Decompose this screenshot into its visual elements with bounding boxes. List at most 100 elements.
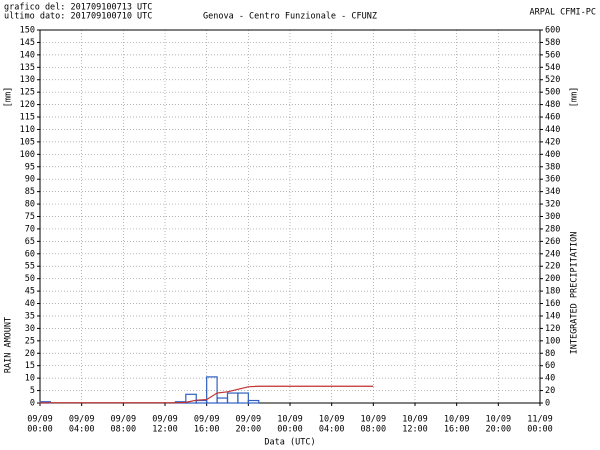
x-tick-label: 09/09 xyxy=(194,415,220,425)
x-tick-label: 20:00 xyxy=(486,425,512,435)
y-tick-label: 90 xyxy=(25,175,35,185)
y-tick-label: 135 xyxy=(20,63,35,73)
y2-tick-label: 420 xyxy=(545,137,560,147)
y2-tick-label: 380 xyxy=(545,162,560,172)
x-tick-label: 10/09 xyxy=(361,415,387,425)
x-tick-label: 09/09 xyxy=(152,415,178,425)
y2-tick-label: 320 xyxy=(545,200,560,210)
y-tick-label: 5 xyxy=(30,386,35,396)
x-tick-label: 00:00 xyxy=(27,425,53,435)
y-tick-label: 145 xyxy=(20,38,35,48)
x-tick-label: 10/09 xyxy=(402,415,428,425)
x-tick-label: 08:00 xyxy=(111,425,137,435)
x-tick-label: 00:00 xyxy=(527,425,553,435)
header-right: ARPAL CFMI-PC xyxy=(529,8,596,18)
y2-tick-label: 360 xyxy=(545,175,560,185)
y2-tick-label: 220 xyxy=(545,262,560,272)
y2-tick-label: 100 xyxy=(545,336,560,346)
line xyxy=(39,385,374,404)
header-left: ultimo dato: 201709100710 UTC xyxy=(4,12,152,22)
y-tick-label: 70 xyxy=(25,224,35,234)
y2-tick-label: 340 xyxy=(545,187,560,197)
y-tick-label: 85 xyxy=(25,187,35,197)
y-tick-label: 65 xyxy=(25,237,35,247)
bar xyxy=(247,399,260,404)
y-tick-label: 115 xyxy=(20,113,35,123)
y-tick-label: 25 xyxy=(25,336,35,346)
y-unit: [mm] xyxy=(4,87,14,107)
y-tick-label: 125 xyxy=(20,88,35,98)
bar xyxy=(206,376,218,404)
bar xyxy=(216,397,229,404)
y2-tick-label: 140 xyxy=(545,311,560,321)
y-label: RAIN AMOUNT xyxy=(4,317,14,373)
y2-tick-label: 40 xyxy=(545,374,555,384)
y-tick-label: 105 xyxy=(20,137,35,147)
x-tick-label: 09/09 xyxy=(27,415,53,425)
y2-tick-label: 280 xyxy=(545,224,560,234)
y-tick-label: 100 xyxy=(20,150,35,160)
y-tick-label: 0 xyxy=(30,399,35,409)
x-tick-label: 16:00 xyxy=(444,425,470,435)
y-tick-label: 120 xyxy=(20,100,35,110)
y2-unit: [mm] xyxy=(570,87,580,107)
y-tick-label: 10 xyxy=(25,374,35,384)
y2-tick-label: 120 xyxy=(545,324,560,334)
chart-title: Genova - Centro Funzionale - CFUNZ xyxy=(203,12,377,22)
x-tick-label: 08:00 xyxy=(361,425,387,435)
y2-tick-label: 520 xyxy=(545,75,560,85)
y-tick-label: 75 xyxy=(25,212,35,222)
y-tick-label: 60 xyxy=(25,249,35,259)
y-tick-label: 20 xyxy=(25,349,35,359)
y2-tick-label: 180 xyxy=(545,287,560,297)
x-tick-label: 10/09 xyxy=(319,415,345,425)
x-tick-label: 12:00 xyxy=(152,425,178,435)
y-tick-label: 150 xyxy=(20,26,35,36)
plot-frame xyxy=(39,29,541,404)
bar xyxy=(185,393,197,404)
y-tick-label: 35 xyxy=(25,311,35,321)
x-label: Data (UTC) xyxy=(264,438,315,448)
bar xyxy=(195,399,208,404)
y-tick-label: 140 xyxy=(20,50,35,60)
x-tick-label: 20:00 xyxy=(236,425,262,435)
y2-tick-label: 460 xyxy=(545,113,560,123)
y2-label: INTEGRATED PRECIPITATION xyxy=(570,232,580,355)
x-tick-label: 09/09 xyxy=(236,415,262,425)
y-tick-label: 30 xyxy=(25,324,35,334)
y-tick-label: 80 xyxy=(25,200,35,210)
y2-tick-label: 500 xyxy=(545,88,560,98)
y-tick-label: 45 xyxy=(25,287,35,297)
y2-tick-label: 200 xyxy=(545,274,560,284)
y2-tick-label: 0 xyxy=(545,399,550,409)
x-tick-label: 09/09 xyxy=(111,415,137,425)
y2-tick-label: 260 xyxy=(545,237,560,247)
x-tick-label: 09/09 xyxy=(69,415,95,425)
y2-tick-label: 240 xyxy=(545,249,560,259)
y2-tick-label: 580 xyxy=(545,38,560,48)
bar xyxy=(237,392,249,404)
x-tick-label: 10/09 xyxy=(444,415,470,425)
y-tick-label: 95 xyxy=(25,162,35,172)
y2-tick-label: 60 xyxy=(545,361,555,371)
y2-tick-label: 540 xyxy=(545,63,560,73)
x-tick-label: 10/09 xyxy=(277,415,303,425)
y2-tick-label: 80 xyxy=(545,349,555,359)
x-tick-label: 04:00 xyxy=(69,425,95,435)
x-tick-label: 16:00 xyxy=(194,425,220,435)
y-tick-label: 15 xyxy=(25,361,35,371)
y2-tick-label: 20 xyxy=(545,386,555,396)
y-tick-label: 55 xyxy=(25,262,35,272)
y2-tick-label: 160 xyxy=(545,299,560,309)
x-tick-label: 04:00 xyxy=(319,425,345,435)
y-tick-label: 40 xyxy=(25,299,35,309)
y2-tick-label: 480 xyxy=(545,100,560,110)
y2-tick-label: 600 xyxy=(545,26,560,36)
x-tick-label: 11/09 xyxy=(527,415,553,425)
x-tick-label: 12:00 xyxy=(402,425,428,435)
y2-tick-label: 400 xyxy=(545,150,560,160)
y-tick-label: 50 xyxy=(25,274,35,284)
y2-tick-label: 300 xyxy=(545,212,560,222)
y2-tick-label: 440 xyxy=(545,125,560,135)
